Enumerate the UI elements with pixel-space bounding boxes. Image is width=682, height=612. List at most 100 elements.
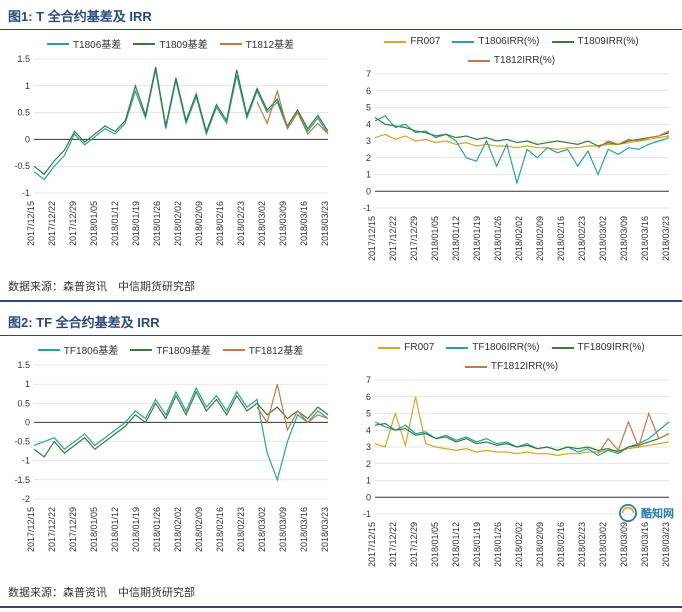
svg-text:2017/12/15: 2017/12/15 bbox=[367, 522, 377, 567]
svg-text:2018/01/12: 2018/01/12 bbox=[451, 216, 461, 261]
svg-text:2018/01/05: 2018/01/05 bbox=[430, 216, 440, 261]
series-line bbox=[375, 422, 669, 456]
svg-text:2018/02/16: 2018/02/16 bbox=[556, 522, 566, 567]
chart-wrap: T1806基差T1809基差T1812基差-1-0.500.511.52017/… bbox=[0, 30, 341, 272]
svg-text:-1.5: -1.5 bbox=[14, 475, 30, 485]
svg-text:2017/12/29: 2017/12/29 bbox=[68, 201, 78, 246]
svg-text:2018/02/09: 2018/02/09 bbox=[194, 507, 204, 552]
svg-text:2018/02/02: 2018/02/02 bbox=[173, 201, 183, 246]
svg-text:2017/12/29: 2017/12/29 bbox=[409, 522, 419, 567]
svg-text:2018/01/26: 2018/01/26 bbox=[152, 507, 162, 552]
svg-text:2018/03/16: 2018/03/16 bbox=[299, 507, 309, 552]
legend-item: TF1809IRR(%) bbox=[552, 342, 645, 353]
svg-text:2017/12/22: 2017/12/22 bbox=[388, 216, 398, 261]
svg-text:5: 5 bbox=[366, 103, 371, 113]
legend-item: T1806IRR(%) bbox=[452, 36, 539, 47]
legend-item: T1812IRR(%) bbox=[468, 55, 555, 66]
svg-text:2017/12/29: 2017/12/29 bbox=[409, 216, 419, 261]
svg-text:2018/01/12: 2018/01/12 bbox=[451, 522, 461, 567]
svg-text:1.5: 1.5 bbox=[17, 360, 30, 370]
svg-text:-1: -1 bbox=[22, 188, 30, 198]
svg-text:2018/01/12: 2018/01/12 bbox=[110, 507, 120, 552]
svg-text:2018/01/05: 2018/01/05 bbox=[430, 522, 440, 567]
svg-text:4: 4 bbox=[366, 425, 371, 435]
svg-text:2017/12/29: 2017/12/29 bbox=[68, 507, 78, 552]
svg-text:2018/01/26: 2018/01/26 bbox=[152, 201, 162, 246]
legend-item: TF1812IRR(%) bbox=[465, 361, 558, 372]
series-line bbox=[34, 70, 328, 180]
svg-text:2018/02/02: 2018/02/02 bbox=[173, 507, 183, 552]
svg-text:2018/02/09: 2018/02/09 bbox=[194, 201, 204, 246]
svg-text:1: 1 bbox=[366, 170, 371, 180]
svg-text:2018/03/02: 2018/03/02 bbox=[598, 522, 608, 567]
charts-row: TF1806基差TF1809基差TF1812基差-2-1.5-1-0.500.5… bbox=[0, 336, 682, 578]
svg-text:2018/01/19: 2018/01/19 bbox=[472, 216, 482, 261]
svg-text:2018/02/16: 2018/02/16 bbox=[215, 507, 225, 552]
svg-text:2018/01/19: 2018/01/19 bbox=[131, 507, 141, 552]
chart-legend: T1806基差T1809基差T1812基差 bbox=[4, 34, 337, 53]
svg-text:2017/12/15: 2017/12/15 bbox=[367, 216, 377, 261]
svg-text:0.5: 0.5 bbox=[17, 398, 30, 408]
chart-wrap: FR007TF1806IRR(%)TF1809IRR(%)TF1812IRR(%… bbox=[341, 336, 682, 578]
series-line bbox=[598, 131, 669, 148]
svg-text:0: 0 bbox=[25, 417, 30, 427]
chart-wrap: TF1806基差TF1809基差TF1812基差-2-1.5-1-0.500.5… bbox=[0, 336, 341, 578]
data-source: 数据来源：森普资讯 中信期货研究部 bbox=[0, 578, 682, 606]
svg-text:2018/02/02: 2018/02/02 bbox=[514, 522, 524, 567]
svg-text:2018/02/23: 2018/02/23 bbox=[236, 201, 246, 246]
svg-text:2018/03/09: 2018/03/09 bbox=[278, 201, 288, 246]
legend-item: TF1812基差 bbox=[223, 342, 303, 357]
svg-text:2018/01/19: 2018/01/19 bbox=[472, 522, 482, 567]
svg-text:-2: -2 bbox=[22, 494, 30, 504]
svg-text:2018/01/26: 2018/01/26 bbox=[493, 216, 503, 261]
svg-text:1.5: 1.5 bbox=[17, 54, 30, 64]
svg-text:2018/01/05: 2018/01/05 bbox=[89, 507, 99, 552]
svg-text:1: 1 bbox=[366, 476, 371, 486]
svg-text:2018/01/19: 2018/01/19 bbox=[131, 201, 141, 246]
svg-text:2018/02/09: 2018/02/09 bbox=[535, 522, 545, 567]
series-line bbox=[375, 118, 669, 146]
figure-block: 图2: TF 全合约基差及 IRRTF1806基差TF1809基差TF1812基… bbox=[0, 306, 682, 608]
svg-text:7: 7 bbox=[366, 375, 371, 385]
svg-text:3: 3 bbox=[366, 136, 371, 146]
svg-text:2018/03/23: 2018/03/23 bbox=[661, 216, 671, 261]
figure-title: 图1: T 全合约基差及 IRR bbox=[0, 0, 682, 30]
svg-text:6: 6 bbox=[366, 392, 371, 402]
legend-item: TF1809基差 bbox=[130, 342, 210, 357]
svg-text:2018/03/23: 2018/03/23 bbox=[320, 507, 330, 552]
svg-text:1: 1 bbox=[25, 379, 30, 389]
figure-title: 图2: TF 全合约基差及 IRR bbox=[0, 306, 682, 336]
chart-wrap: FR007T1806IRR(%)T1809IRR(%)T1812IRR(%)-1… bbox=[341, 30, 682, 272]
svg-text:0: 0 bbox=[366, 492, 371, 502]
svg-text:2018/02/23: 2018/02/23 bbox=[577, 216, 587, 261]
svg-text:2018/03/02: 2018/03/02 bbox=[598, 216, 608, 261]
svg-text:2018/01/26: 2018/01/26 bbox=[493, 522, 503, 567]
svg-text:-1: -1 bbox=[363, 203, 371, 213]
svg-text:2018/03/23: 2018/03/23 bbox=[661, 522, 671, 567]
svg-text:2018/03/16: 2018/03/16 bbox=[299, 201, 309, 246]
charts-row: T1806基差T1809基差T1812基差-1-0.500.511.52017/… bbox=[0, 30, 682, 272]
svg-text:2017/12/15: 2017/12/15 bbox=[26, 201, 36, 246]
svg-text:-1: -1 bbox=[22, 456, 30, 466]
svg-text:2017/12/22: 2017/12/22 bbox=[388, 522, 398, 567]
svg-text:2018/03/02: 2018/03/02 bbox=[257, 201, 267, 246]
svg-text:2018/02/09: 2018/02/09 bbox=[535, 216, 545, 261]
svg-text:2: 2 bbox=[366, 459, 371, 469]
svg-text:5: 5 bbox=[366, 409, 371, 419]
svg-text:2017/12/22: 2017/12/22 bbox=[47, 507, 57, 552]
svg-text:2018/02/23: 2018/02/23 bbox=[236, 507, 246, 552]
svg-text:2018/02/02: 2018/02/02 bbox=[514, 216, 524, 261]
svg-text:2017/12/22: 2017/12/22 bbox=[47, 201, 57, 246]
chart-legend: FR007TF1806IRR(%)TF1809IRR(%)TF1812IRR(%… bbox=[345, 340, 678, 374]
svg-text:2018/03/09: 2018/03/09 bbox=[278, 507, 288, 552]
series-line bbox=[375, 424, 669, 452]
svg-text:2018/03/09: 2018/03/09 bbox=[619, 522, 629, 567]
svg-text:2018/02/16: 2018/02/16 bbox=[215, 201, 225, 246]
svg-text:-1: -1 bbox=[363, 509, 371, 519]
watermark: 酷知网 bbox=[619, 504, 674, 522]
svg-text:2018/01/05: 2018/01/05 bbox=[89, 201, 99, 246]
legend-item: TF1806IRR(%) bbox=[446, 342, 539, 353]
data-source: 数据来源：森普资讯 中信期货研究部 bbox=[0, 272, 682, 300]
legend-item: T1806基差 bbox=[47, 36, 121, 51]
legend-item: FR007 bbox=[384, 36, 440, 47]
